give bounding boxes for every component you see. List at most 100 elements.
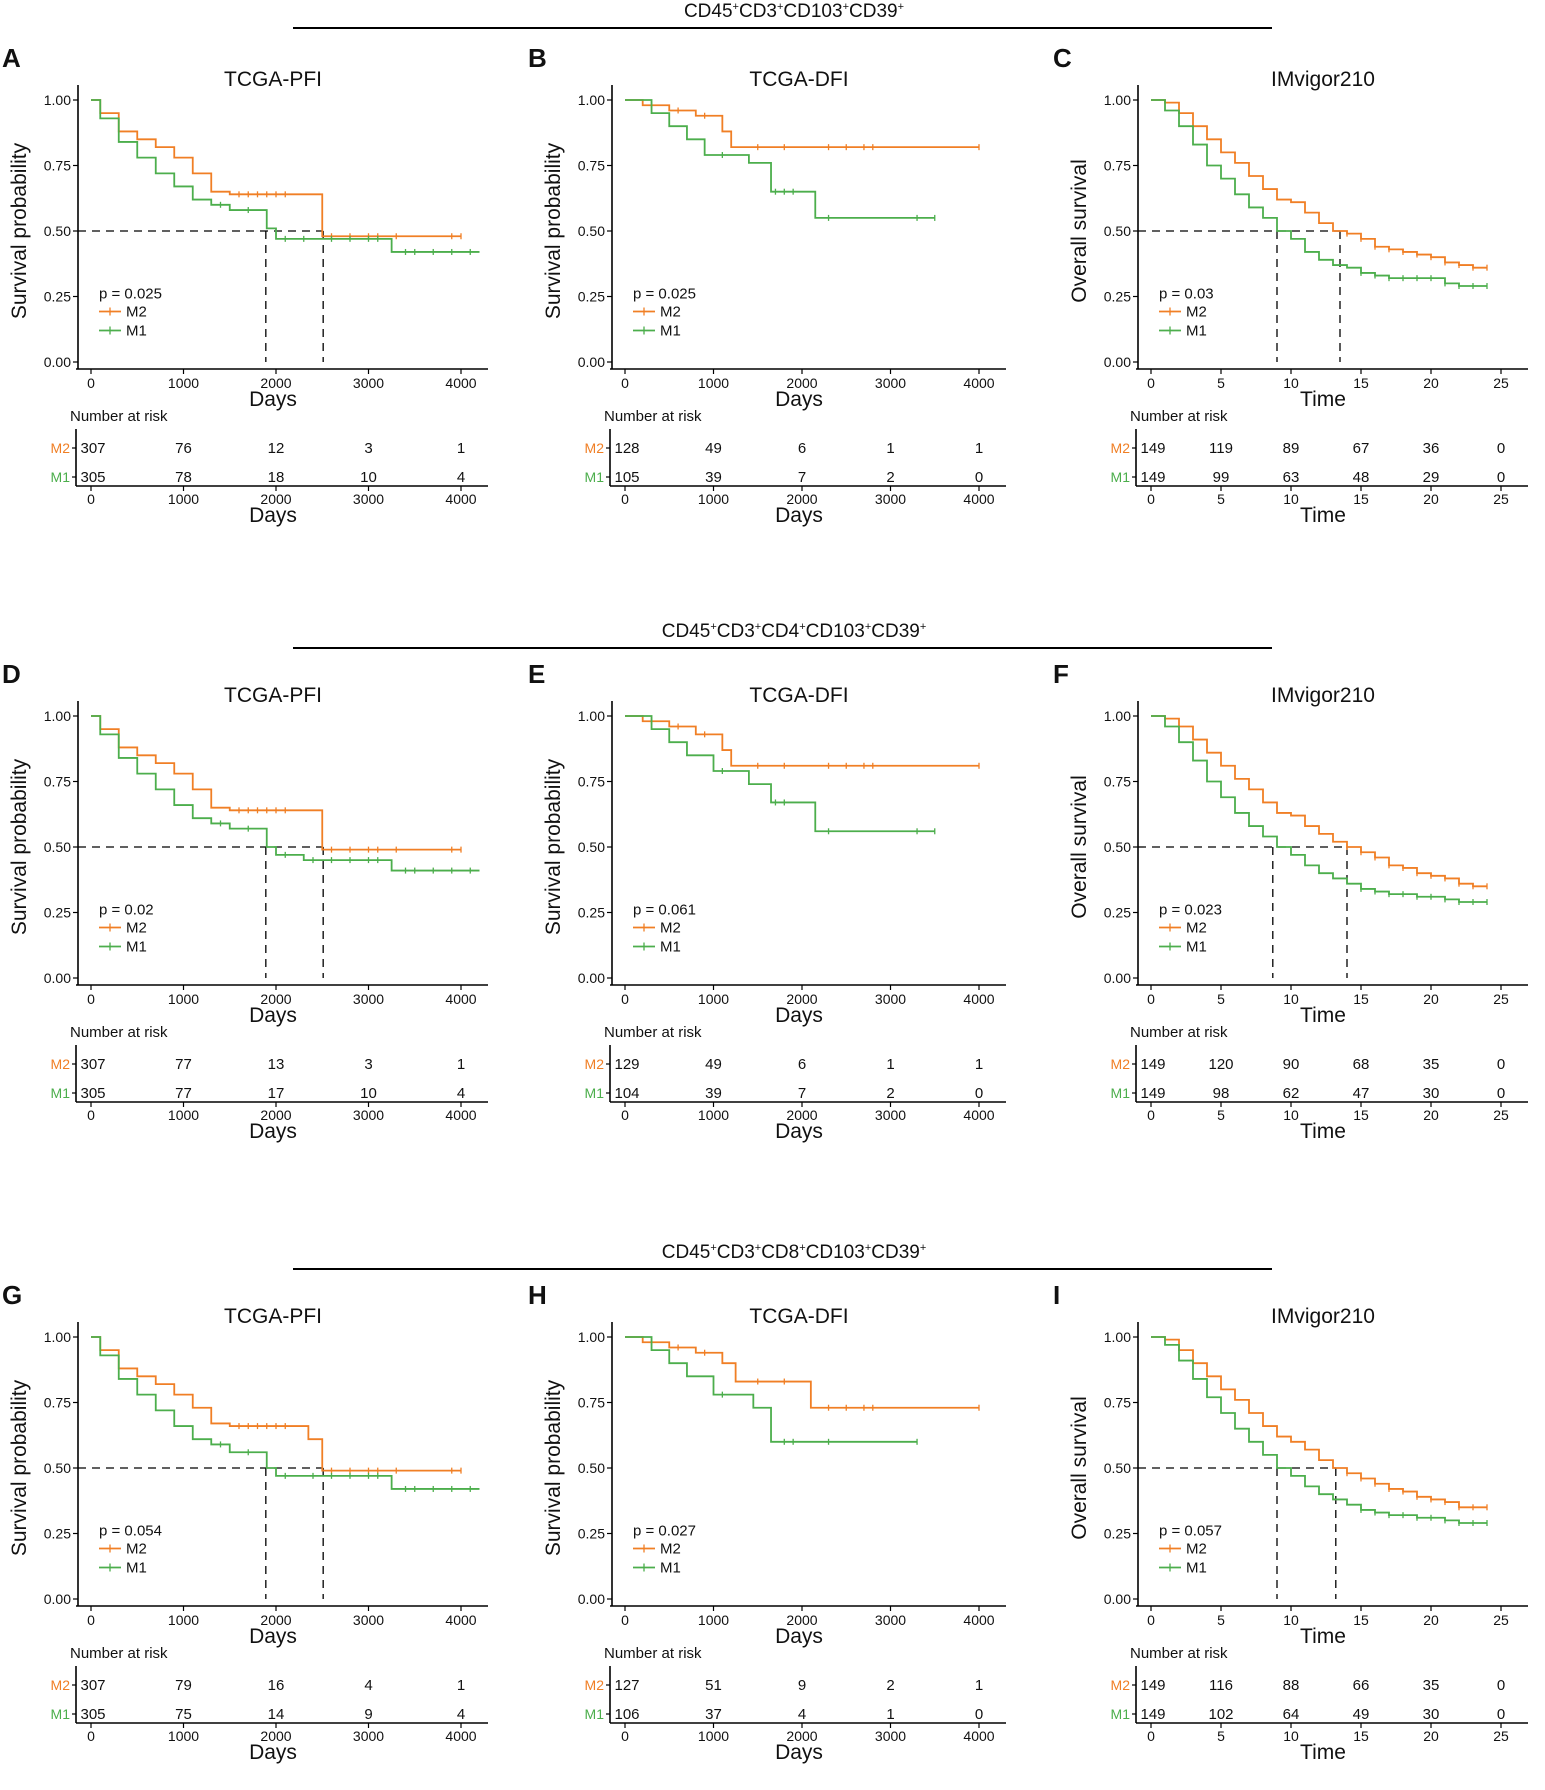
risk-count: 1	[975, 440, 983, 457]
legend-label-M2: M2	[126, 1541, 147, 1558]
section-title-part: CD39	[849, 1, 898, 22]
panel-I: I IMvigor210 0.00 0.25 0.50 0.75 1.00 Overall s…	[1053, 1280, 1528, 1764]
risk-row-label-M1: M1	[585, 469, 605, 485]
chart-title: TCGA-PFI	[224, 684, 322, 707]
risk-count: 51	[705, 1677, 722, 1694]
panel-A: A TCGA-PFI 0.00 0.25 0.50 0.75 1.00 Survival pr…	[2, 43, 488, 527]
risk-count: 78	[175, 469, 192, 486]
risk-x-tick-label: 2000	[260, 1107, 291, 1123]
risk-x-tick-label: 2000	[786, 1107, 817, 1123]
risk-x-tick-label: 20	[1423, 1107, 1439, 1123]
x-axis-label: Days	[775, 388, 823, 411]
section-title-superscript: +	[843, 1, 849, 13]
x-tick-label: 0	[621, 991, 629, 1007]
x-tick-label: 3000	[353, 991, 384, 1007]
panel-F: F IMvigor210 0.00 0.25 0.50 0.75 1.00 Overall s…	[1053, 659, 1528, 1143]
risk-count: 1	[886, 1706, 894, 1723]
section-title-part: CD103	[783, 1, 842, 22]
x-tick-label: 20	[1423, 991, 1439, 1007]
risk-count: 2	[886, 469, 894, 486]
y-tick-label: 1.00	[44, 1329, 71, 1345]
panel-letter: B	[528, 43, 547, 73]
section-title-part: CD39	[871, 1242, 920, 1263]
legend-label-M2: M2	[126, 304, 147, 321]
risk-count: 305	[80, 1085, 105, 1102]
section-title: CD45+CD3+CD103+CD39+	[684, 1, 904, 22]
risk-count: 49	[1353, 1706, 1370, 1723]
chart-title: TCGA-DFI	[749, 684, 848, 707]
y-tick-label: 1.00	[1104, 1329, 1131, 1345]
risk-count: 149	[1140, 1085, 1165, 1102]
km-curve-M2	[91, 99, 461, 238]
y-axis-label: Survival probability	[8, 142, 31, 319]
y-tick-label: 0.50	[44, 839, 71, 855]
risk-x-tick-label: 15	[1353, 1107, 1369, 1123]
risk-table-title: Number at risk	[1130, 1024, 1228, 1041]
x-tick-label: 20	[1423, 375, 1439, 391]
risk-count: 77	[175, 1056, 192, 1073]
risk-count: 4	[457, 469, 465, 486]
section-title-part: CD8	[761, 1242, 799, 1263]
section-title-part: CD4	[761, 621, 799, 642]
panel-letter: A	[2, 43, 21, 73]
legend-label-M2: M2	[126, 920, 147, 937]
risk-table-title: Number at risk	[1130, 408, 1228, 425]
legend-label-M2: M2	[1186, 920, 1207, 937]
risk-x-tick-label: 0	[87, 1728, 95, 1744]
x-tick-label: 25	[1493, 991, 1509, 1007]
risk-x-axis-label: Days	[249, 504, 297, 527]
section-title-part: CD45	[662, 621, 711, 642]
risk-count: 128	[614, 440, 639, 457]
risk-x-tick-label: 25	[1493, 1728, 1509, 1744]
panel-B: B TCGA-DFI 0.00 0.25 0.50 0.75 1.00 Survival pr…	[528, 43, 1006, 527]
risk-x-tick-label: 15	[1353, 1728, 1369, 1744]
risk-x-tick-label: 0	[87, 491, 95, 507]
risk-count: 1	[886, 440, 894, 457]
y-tick-label: 0.75	[44, 158, 71, 174]
y-axis-label: Overall survival	[1068, 775, 1091, 919]
km-curve-M1	[1151, 715, 1487, 903]
x-tick-label: 0	[87, 375, 95, 391]
risk-count: 0	[1497, 1056, 1505, 1073]
p-value: p = 0.03	[1159, 286, 1214, 303]
risk-x-axis-label: Days	[775, 1741, 823, 1764]
risk-x-tick-label: 10	[1283, 1728, 1299, 1744]
section-title-part: CD103	[806, 621, 865, 642]
risk-table-title: Number at risk	[70, 1645, 168, 1662]
risk-table-title: Number at risk	[604, 1645, 702, 1662]
y-tick-label: 0.75	[44, 774, 71, 790]
x-tick-label: 2000	[786, 1612, 817, 1628]
x-tick-label: 0	[621, 375, 629, 391]
y-tick-label: 0.50	[44, 223, 71, 239]
x-tick-label: 0	[1147, 375, 1155, 391]
risk-count: 0	[1497, 1706, 1505, 1723]
risk-x-tick-label: 2000	[260, 1728, 291, 1744]
risk-count: 104	[614, 1085, 639, 1102]
x-axis-label: Time	[1300, 1625, 1346, 1648]
risk-row-label-M1: M1	[1111, 1085, 1131, 1101]
y-tick-label: 1.00	[1104, 708, 1131, 724]
x-tick-label: 10	[1283, 991, 1299, 1007]
y-tick-label: 1.00	[1104, 92, 1131, 108]
p-value: p = 0.025	[99, 286, 162, 303]
y-tick-label: 0.50	[578, 1460, 605, 1476]
p-value: p = 0.02	[99, 902, 154, 919]
x-tick-label: 3000	[353, 1612, 384, 1628]
km-curve-M1	[625, 715, 935, 833]
risk-count: 149	[1140, 440, 1165, 457]
x-axis-label: Time	[1300, 1004, 1346, 1027]
risk-count: 90	[1283, 1056, 1300, 1073]
risk-x-tick-label: 5	[1217, 1728, 1225, 1744]
y-axis-label: Survival probability	[8, 1379, 31, 1556]
y-tick-label: 1.00	[44, 708, 71, 724]
risk-count: 105	[614, 469, 639, 486]
risk-count: 1	[975, 1677, 983, 1694]
risk-row-label-M1: M1	[585, 1706, 605, 1722]
risk-count: 67	[1353, 440, 1370, 457]
section-title-part: CD45	[662, 1242, 711, 1263]
km-curve-M1	[91, 715, 480, 872]
x-axis-label: Time	[1300, 388, 1346, 411]
risk-count: 75	[175, 1706, 192, 1723]
risk-count: 76	[175, 440, 192, 457]
risk-count: 2	[886, 1677, 894, 1694]
